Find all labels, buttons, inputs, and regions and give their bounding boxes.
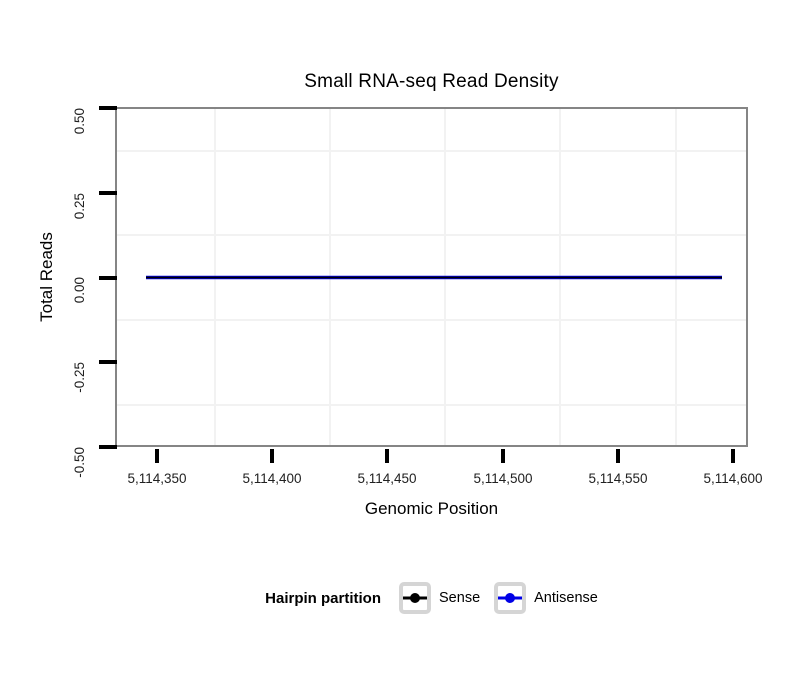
y-tick-label: 0.00 <box>72 277 87 304</box>
x-tick-label: 5,114,500 <box>473 471 533 486</box>
minor-gridline-horizontal <box>117 149 746 152</box>
y-tick-label: -0.50 <box>72 447 87 478</box>
x-axis-tick <box>616 449 620 463</box>
y-axis-tick <box>99 276 117 280</box>
legend-entry-sense: Sense <box>399 582 480 614</box>
x-tick-label: 5,114,450 <box>357 471 417 486</box>
x-tick-label: 5,114,600 <box>703 471 763 486</box>
minor-gridline-horizontal <box>117 403 746 406</box>
antisense-point-icon <box>505 593 516 603</box>
x-axis-tick <box>155 449 159 463</box>
x-axis-tick <box>270 449 274 463</box>
x-axis-tick <box>501 449 505 463</box>
minor-gridline-horizontal <box>117 319 746 321</box>
legend-label-sense: Sense <box>439 590 481 606</box>
read-density-line-layer <box>146 275 722 280</box>
x-tick-label: 5,114,400 <box>242 471 302 486</box>
legend: Hairpin partition Sense Antisense <box>115 580 748 616</box>
y-tick-label: -0.25 <box>72 362 87 393</box>
plot-panel <box>115 107 748 447</box>
y-axis-tick <box>99 191 117 195</box>
sense-key-icon <box>399 582 432 614</box>
legend-label-antisense: Antisense <box>534 590 598 606</box>
x-tick-label: 5,114,550 <box>588 471 648 486</box>
y-axis-tick <box>99 445 117 449</box>
x-axis-label: Genomic Position <box>364 499 499 518</box>
legend-title: Hairpin partition <box>265 589 382 607</box>
legend-entry-antisense: Antisense <box>494 582 598 614</box>
chart-title: Small RNA-seq Read Density <box>304 71 559 92</box>
y-axis-tick <box>99 106 117 110</box>
y-tick-label: 0.50 <box>72 108 87 135</box>
sense-point-icon <box>410 593 421 603</box>
y-tick-label: 0.25 <box>72 193 87 220</box>
x-tick-label: 5,114,350 <box>127 471 187 486</box>
x-axis-tick <box>731 449 735 463</box>
antisense-key-icon <box>494 582 527 614</box>
minor-gridline-horizontal <box>117 234 746 236</box>
y-axis-label: Total Reads <box>37 232 56 322</box>
y-axis-tick <box>99 360 117 364</box>
x-axis-tick <box>385 449 389 463</box>
